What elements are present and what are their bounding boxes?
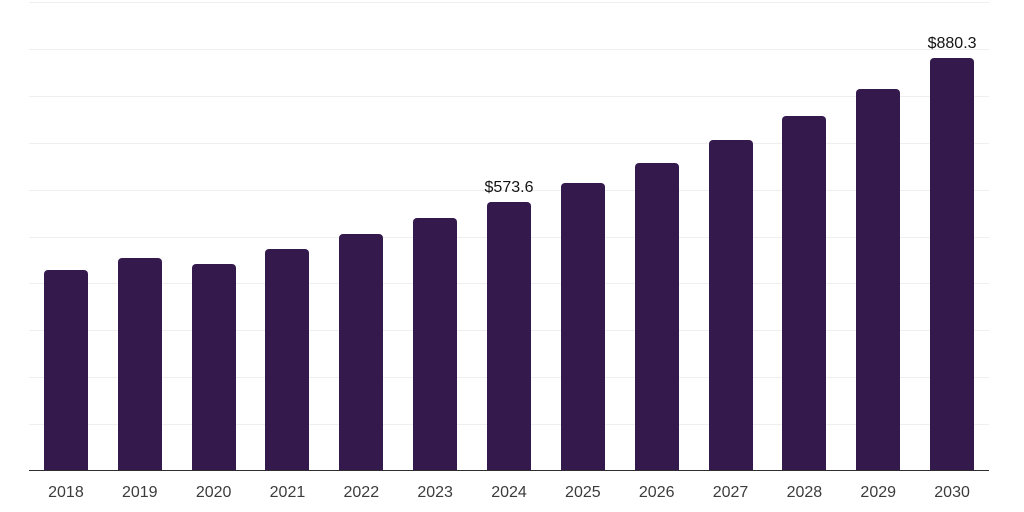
bar-2018[interactable] (43, 270, 88, 471)
x-tick-2019: 2019 (121, 484, 158, 501)
bar-2029[interactable] (856, 88, 901, 471)
gridline-800 (29, 95, 989, 97)
bar-2022[interactable] (339, 234, 384, 471)
bar-2023[interactable] (413, 218, 458, 471)
gridline-1000 (29, 2, 989, 3)
gridline-900 (29, 48, 989, 50)
bar-2030[interactable] (930, 58, 975, 471)
x-tick-2018: 2018 (48, 484, 84, 501)
plot-area: $573.6 $880.3 (29, 2, 989, 471)
x-tick-2030: 2030 (934, 484, 970, 501)
x-tick-2024: 2024 (491, 484, 527, 501)
bar-2026[interactable] (634, 162, 679, 471)
bar-2020[interactable] (191, 263, 236, 471)
x-tick-2028: 2028 (786, 484, 823, 501)
bar-2021[interactable] (265, 249, 310, 471)
x-tick-2020: 2020 (195, 484, 232, 501)
x-axis-line (29, 469, 989, 471)
gridline-600 (29, 189, 989, 191)
x-tick-2029: 2029 (860, 484, 897, 501)
x-tick-2025: 2025 (565, 484, 601, 501)
gridline-700 (29, 142, 989, 144)
x-tick-2022: 2022 (343, 484, 380, 501)
data-label-2030: $880.3 (927, 34, 977, 52)
bar-2019[interactable] (117, 257, 162, 471)
bar-2024[interactable] (487, 201, 531, 471)
data-label-2024: $573.6 (484, 178, 534, 196)
x-axis-labels: 2018 2019 2020 2021 2022 2023 2024 2025 2026 2027… (29, 484, 989, 506)
bar-2027[interactable] (708, 140, 753, 471)
x-tick-2023: 2023 (417, 484, 453, 501)
x-tick-2026: 2026 (638, 484, 675, 501)
bar-2028[interactable] (782, 115, 827, 471)
bar-2025[interactable] (560, 182, 605, 471)
x-tick-2027: 2027 (712, 484, 749, 501)
x-tick-2021: 2021 (269, 484, 306, 501)
